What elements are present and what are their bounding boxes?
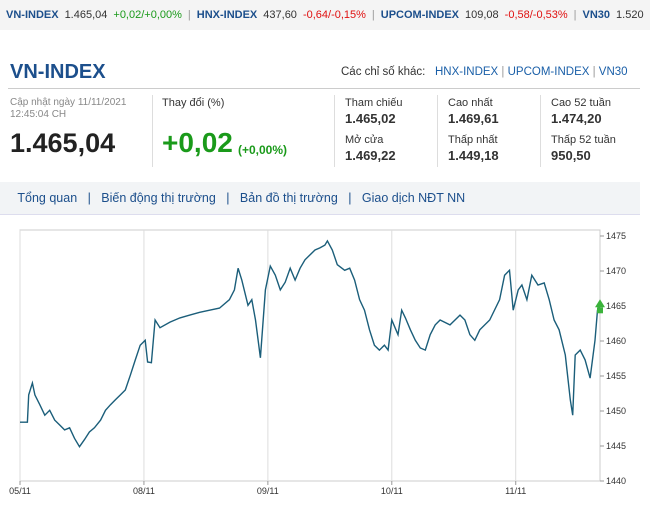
tab[interactable]: Biến động thị trường	[101, 191, 216, 205]
x-tick-label: 05/11	[9, 486, 31, 496]
separator: |	[573, 9, 577, 21]
ticker-value: 1.520	[616, 9, 644, 21]
ticker-name[interactable]: VN30	[582, 9, 611, 21]
y-tick-label: 1440	[606, 476, 626, 486]
plot-frame	[19, 229, 601, 482]
page-title: VN-INDEX	[10, 61, 106, 83]
other-indices: Các chỉ số khác: HNX-INDEX | UPCOM-INDEX…	[341, 66, 628, 78]
y-tick-label: 1470	[606, 266, 626, 276]
tab[interactable]: Tổng quan	[17, 191, 78, 205]
stat-value: 1.449,18	[448, 148, 499, 163]
index-link[interactable]: VN30	[598, 66, 628, 78]
chart: 05/11 08/11 09/11 10/11 11/11 1440 1445 1450 145…	[9, 229, 626, 496]
separator: |	[498, 66, 508, 78]
price: 1.465,04	[10, 128, 116, 158]
change-value: +0,02	[162, 127, 233, 158]
ticker-bar: VN-INDEX 1.465,04 +0,02/+0,00% | HNX-INDEX 43…	[0, 0, 650, 30]
y-tick-label: 1465	[606, 301, 626, 311]
stat-label: Tham chiếu	[345, 97, 403, 109]
x-tick-label: 10/11	[381, 486, 403, 496]
divider	[334, 95, 335, 167]
separator: |	[187, 9, 191, 21]
tab[interactable]: Giao dịch NĐT NN	[361, 191, 466, 205]
separator: |	[215, 191, 240, 205]
x-tick-label: 08/11	[133, 486, 155, 496]
stat-label: Mở cửa	[345, 134, 384, 146]
ticker-name[interactable]: VN-INDEX	[6, 9, 59, 21]
stat-value: 1.474,20	[551, 111, 602, 126]
ticker-value: 109,08	[465, 9, 499, 21]
spacer	[0, 191, 17, 205]
y-tick-label: 1450	[606, 406, 626, 416]
ticker-value: 1.465,04	[64, 9, 108, 21]
stat-value: 950,50	[551, 148, 591, 163]
divider	[152, 95, 153, 167]
x-tick-label: 11/11	[505, 486, 526, 496]
others-label: Các chỉ số khác:	[341, 66, 426, 78]
y-tick-label: 1460	[606, 336, 626, 346]
ticker-change: +0,02/+0,00%	[113, 9, 182, 21]
ticker-name[interactable]: UPCOM-INDEX	[380, 9, 460, 21]
last-marker	[597, 307, 603, 314]
x-tick-label: 09/11	[257, 486, 279, 496]
stat-label: Cao 52 tuần	[551, 97, 611, 109]
y-tick-label: 1475	[606, 231, 626, 241]
divider	[437, 95, 438, 167]
stat-value: 1.469,22	[345, 148, 396, 163]
stat-label: Cao nhất	[448, 97, 493, 109]
last-arrow	[595, 299, 605, 308]
index-line	[20, 239, 601, 448]
separator: |	[589, 66, 599, 78]
ticker-value: 437,60	[263, 9, 297, 21]
separator: |	[371, 9, 375, 21]
update-label: Cập nhật ngày 11/11/2021	[10, 97, 127, 108]
index-link[interactable]: HNX-INDEX	[434, 66, 499, 78]
y-tick-label: 1455	[606, 371, 626, 381]
index-link[interactable]: UPCOM-INDEX	[507, 66, 590, 78]
divider	[8, 88, 640, 89]
tab[interactable]: Bản đồ thị trường	[239, 191, 338, 205]
ticker-name[interactable]: HNX-INDEX	[196, 9, 258, 21]
stat-label: Thấp 52 tuần	[551, 134, 616, 146]
stat-label: Thấp nhất	[448, 134, 498, 146]
ticker-change: -0,58/-0,53%	[504, 9, 568, 21]
tab-bar: Tổng quan | Biến động thị trường | Bản đ…	[0, 182, 640, 215]
change-label: Thay đổi (%)	[162, 97, 225, 109]
y-tick-label: 1445	[606, 441, 626, 451]
separator: |	[337, 191, 362, 205]
divider	[540, 95, 541, 167]
stat-value: 1.469,61	[448, 111, 499, 126]
stat-value: 1.465,02	[345, 111, 396, 126]
separator: |	[77, 191, 102, 205]
update-time: 12:45:04 CH	[10, 109, 67, 120]
change-percent: (+0,00%)	[238, 143, 288, 157]
ticker-change: -0,64/-0,15%	[302, 9, 366, 21]
